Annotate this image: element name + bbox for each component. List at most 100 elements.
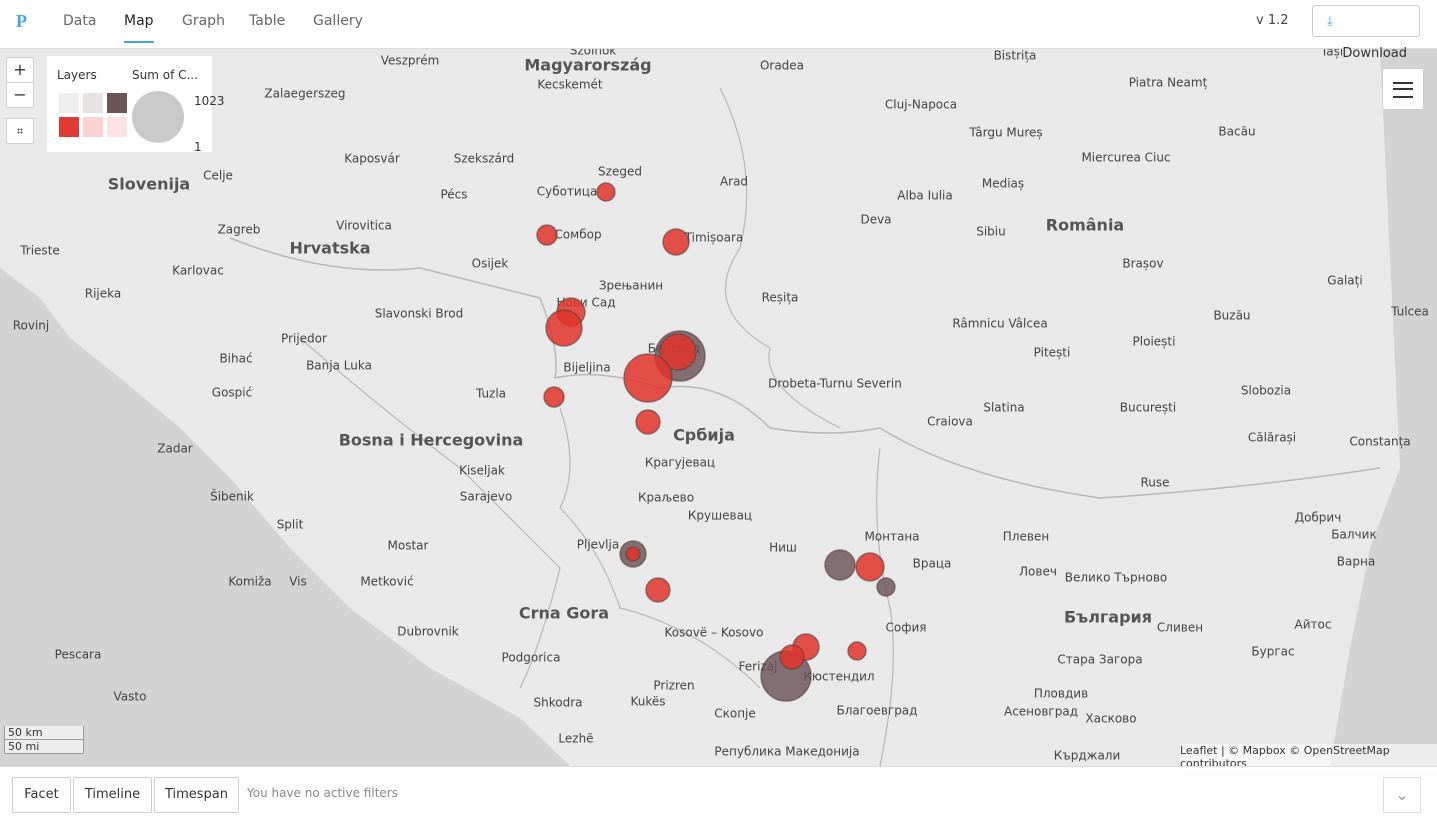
legend-max: 1023 bbox=[194, 94, 225, 108]
map-marker[interactable] bbox=[855, 552, 885, 582]
city-label: Zalaegerszeg bbox=[264, 87, 345, 101]
city-label: Karlovac bbox=[172, 264, 224, 278]
attribution[interactable]: Leaflet | © Mapbox © OpenStreetMap contr… bbox=[1180, 744, 1437, 770]
swatch[interactable] bbox=[83, 117, 103, 137]
map-marker[interactable] bbox=[847, 641, 867, 661]
map-marker[interactable] bbox=[645, 577, 671, 603]
country-label: România bbox=[1046, 216, 1124, 235]
city-label: Piatra Neamț bbox=[1129, 76, 1208, 90]
city-label: Zagreb bbox=[218, 223, 261, 237]
map-marker[interactable] bbox=[662, 228, 690, 256]
tab[interactable]: Map bbox=[124, 13, 154, 43]
city-label: София bbox=[886, 621, 927, 635]
city-label: Celje bbox=[203, 169, 233, 183]
map-marker[interactable] bbox=[543, 386, 565, 408]
city-label: Mostar bbox=[388, 539, 429, 553]
city-label: Dubrovnik bbox=[397, 625, 459, 639]
map-marker[interactable] bbox=[596, 182, 616, 202]
city-label: Slobozia bbox=[1241, 384, 1291, 398]
fit-bounds[interactable]: ⌗ bbox=[6, 118, 34, 144]
city-label: Република Македонија bbox=[714, 745, 859, 759]
city-label: Кърджали bbox=[1054, 749, 1121, 763]
adriatic-sea bbox=[0, 268, 570, 766]
swatch[interactable] bbox=[107, 93, 127, 113]
city-label: Deva bbox=[860, 213, 891, 227]
tab[interactable]: Table bbox=[249, 13, 286, 29]
city-label: Vis bbox=[289, 575, 307, 589]
city-label: Ruse bbox=[1140, 476, 1169, 490]
version: v 1.2 bbox=[1256, 13, 1289, 28]
city-label: Trieste bbox=[19, 244, 60, 258]
city-label: Metković bbox=[360, 575, 413, 589]
tab[interactable]: Gallery bbox=[313, 13, 363, 29]
city-label: Крушевац bbox=[688, 509, 752, 523]
city-label: Szekszárd bbox=[454, 152, 515, 166]
city-label: Buzău bbox=[1213, 309, 1250, 323]
city-label: Kaposvár bbox=[344, 152, 400, 166]
expand-button[interactable]: ⌄ bbox=[1383, 777, 1421, 813]
city-label: Komiža bbox=[228, 575, 271, 589]
map-marker[interactable] bbox=[625, 546, 641, 562]
swatch[interactable] bbox=[59, 93, 79, 113]
city-label: Сливен bbox=[1157, 621, 1203, 635]
city-label: Split bbox=[277, 518, 304, 532]
city-label: Šibenik bbox=[210, 489, 254, 504]
city-label: Slatina bbox=[983, 401, 1024, 415]
city-label: Alba Iulia bbox=[897, 189, 953, 203]
city-label: Pljevlja bbox=[577, 538, 619, 552]
tab[interactable]: Data bbox=[63, 13, 97, 29]
map-marker[interactable] bbox=[779, 644, 805, 670]
map[interactable]: Magyarország Slovenija Hrvatska Bosna i Her… bbox=[0, 48, 1437, 766]
timespan-button[interactable]: Timespan bbox=[154, 777, 239, 813]
map-marker[interactable] bbox=[536, 224, 558, 246]
country-label: Slovenija bbox=[108, 175, 190, 194]
city-label: Miercurea Ciuc bbox=[1081, 151, 1170, 165]
layer-menu[interactable] bbox=[1382, 68, 1424, 110]
city-label: Pescara bbox=[55, 648, 102, 662]
city-label: Zadar bbox=[157, 442, 193, 456]
map-marker[interactable] bbox=[824, 549, 856, 581]
city-label: Скопје bbox=[714, 707, 756, 721]
timeline-button[interactable]: Timeline bbox=[73, 777, 152, 813]
country-label: Crna Gora bbox=[519, 604, 609, 623]
city-label: Podgorica bbox=[502, 651, 561, 665]
city-label: Зрењанин bbox=[599, 279, 663, 293]
city-label: Сомбор bbox=[554, 228, 601, 242]
zoom-in[interactable]: + bbox=[6, 57, 34, 83]
city-label: Shkodra bbox=[534, 696, 583, 710]
city-label: Reșița bbox=[762, 291, 799, 305]
swatch[interactable] bbox=[59, 117, 79, 137]
city-label: Virovitica bbox=[336, 219, 392, 233]
city-label: Sarajevo bbox=[460, 490, 512, 504]
country-label: Hrvatska bbox=[289, 239, 370, 258]
city-label: Pécs bbox=[440, 188, 467, 202]
map-marker[interactable] bbox=[635, 409, 661, 435]
map-marker[interactable] bbox=[623, 353, 673, 403]
city-label: Constanța bbox=[1349, 435, 1410, 449]
swatch[interactable] bbox=[83, 93, 103, 113]
logo[interactable]: P bbox=[16, 11, 27, 31]
city-label: Ловеч bbox=[1019, 565, 1057, 579]
tab[interactable]: Graph bbox=[182, 13, 225, 29]
city-label: Tulcea bbox=[1390, 305, 1429, 319]
download-button[interactable]: ⤓ Download bbox=[1312, 5, 1420, 61]
city-label: Благоевград bbox=[837, 704, 918, 718]
footer: Facet Timeline Timespan You have no acti… bbox=[0, 766, 1437, 823]
city-label: Ниш bbox=[769, 541, 797, 555]
map-marker[interactable] bbox=[876, 577, 896, 597]
city-label: Bihać bbox=[219, 352, 252, 366]
city-label: Ploiești bbox=[1133, 335, 1176, 349]
city-label: Суботица bbox=[537, 185, 598, 199]
zoom-out[interactable]: − bbox=[6, 82, 34, 108]
map-marker[interactable] bbox=[659, 333, 697, 371]
city-label: Rijeka bbox=[85, 287, 121, 301]
swatch[interactable] bbox=[107, 117, 127, 137]
city-label: Bacău bbox=[1218, 125, 1255, 139]
map-marker[interactable] bbox=[545, 309, 583, 347]
city-label: București bbox=[1120, 401, 1176, 415]
city-label: Kiseljak bbox=[459, 464, 505, 478]
facet-button[interactable]: Facet bbox=[12, 777, 71, 813]
city-label: Veszprém bbox=[381, 54, 440, 68]
size-circle bbox=[132, 91, 184, 143]
